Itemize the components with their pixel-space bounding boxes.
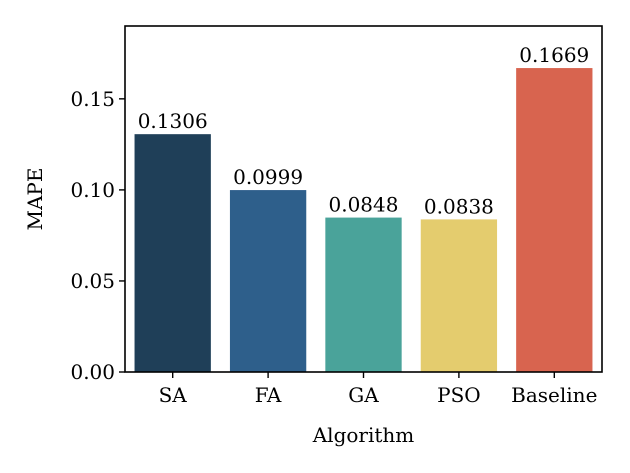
bar-pso [420,219,498,372]
x-tick-label: FA [255,383,282,407]
x-tick-label: GA [348,383,379,407]
y-tick-label: 0.10 [70,178,115,202]
bar-fa [229,190,307,372]
bar-value-label: 0.1669 [519,43,589,67]
bar-value-label: 0.0999 [233,165,303,189]
x-tick-label: Baseline [511,383,597,407]
y-tick-label: 0.00 [70,360,115,384]
x-tick-label: SA [159,383,188,407]
y-tick-label: 0.05 [70,269,115,293]
bar-value-label: 0.1306 [138,109,208,133]
bar-value-label: 0.0838 [424,194,494,218]
plot-area: 0.1306 0.0999 0.0848 0.0838 0.1669 [134,43,593,372]
x-axis: SA FA GA PSO Baseline [159,372,597,407]
bar-sa [134,134,211,372]
x-tick-label: PSO [437,383,481,407]
bar-baseline [516,68,593,372]
y-axis-title: MAPE [23,168,47,231]
y-axis: 0.00 0.05 0.10 0.15 [70,87,125,384]
bar-value-label: 0.0848 [329,193,399,217]
x-axis-title: Algorithm [312,423,415,447]
y-tick-label: 0.15 [70,87,115,111]
bar-ga [325,217,402,372]
